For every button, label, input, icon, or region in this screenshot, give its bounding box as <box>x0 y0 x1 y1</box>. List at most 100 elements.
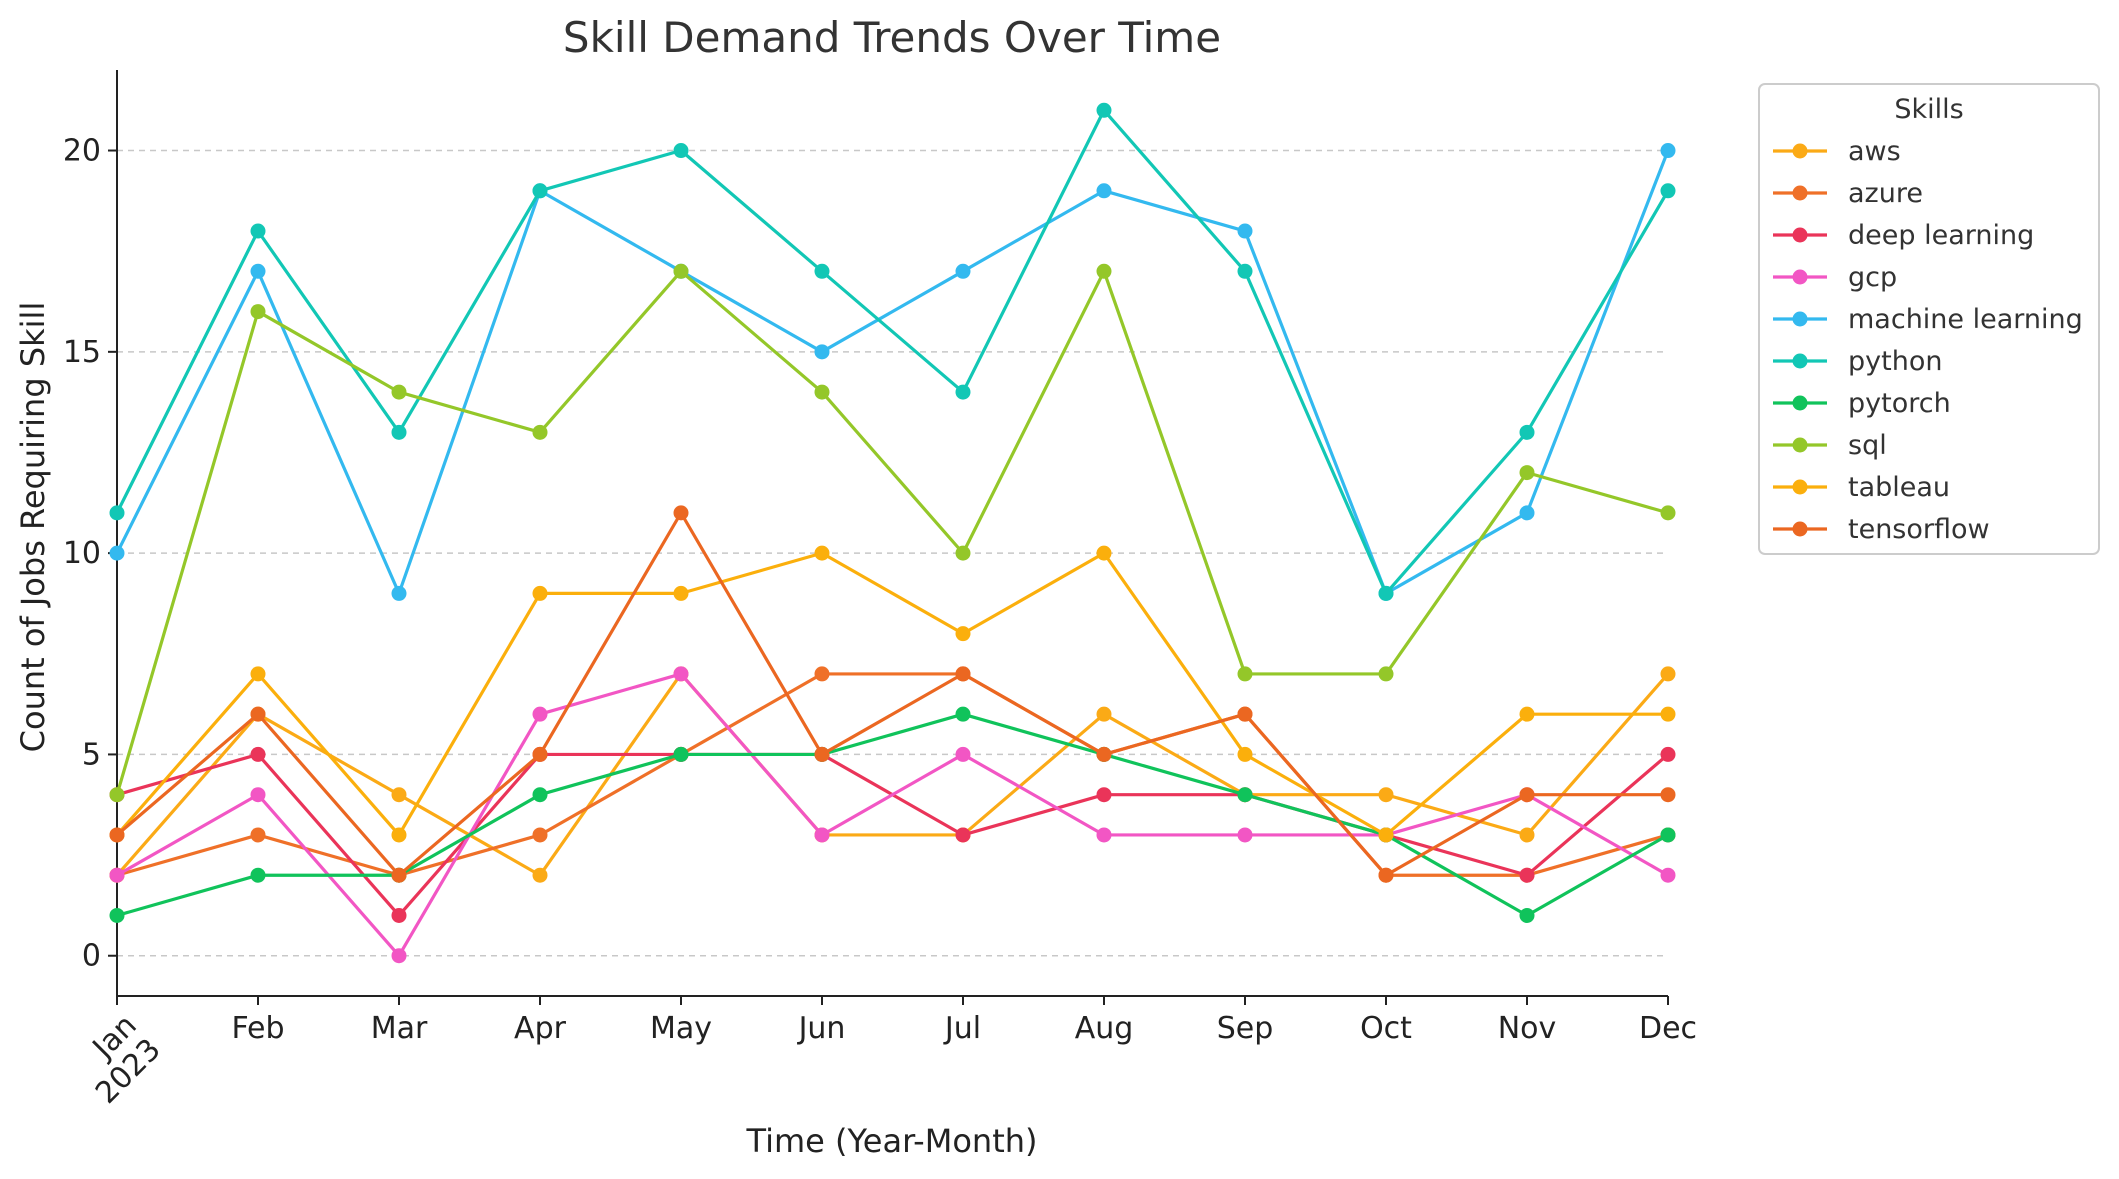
data-point-python <box>955 384 971 400</box>
data-point-sql <box>109 787 125 803</box>
data-point-tensorflow <box>1378 867 1394 883</box>
x-tick-label: Jun <box>797 1011 846 1046</box>
series-line-tableau <box>115 551 1668 837</box>
data-point-python <box>814 263 830 279</box>
data-point-tableau <box>250 666 266 682</box>
data-point-tensorflow <box>250 706 266 722</box>
data-point-tensorflow <box>391 867 407 883</box>
series-line-azure <box>116 672 1669 877</box>
data-point-machine-learning <box>109 545 125 561</box>
series-python <box>109 102 1676 601</box>
data-point-pytorch <box>1660 827 1676 843</box>
legend-label: tensorflow <box>1848 514 1990 545</box>
legend-marker-swatch <box>1792 311 1808 327</box>
legend-label: tableau <box>1848 472 1950 503</box>
x-tick-label: May <box>650 1011 712 1046</box>
data-point-deep-learning <box>1660 746 1676 762</box>
data-point-tableau <box>391 827 407 843</box>
data-point-sql <box>1378 666 1394 682</box>
series-line-sql <box>115 269 1669 796</box>
legend-label: deep learning <box>1848 220 2034 251</box>
data-point-machine-learning <box>1660 143 1676 159</box>
x-tick-label: Oct <box>1360 1011 1412 1046</box>
data-point-python <box>673 143 689 159</box>
series-line-aws <box>115 672 1670 877</box>
data-point-tableau <box>673 585 689 601</box>
data-point-gcp <box>814 827 830 843</box>
x-tick-label: Feb <box>231 1011 284 1046</box>
data-point-tensorflow <box>673 505 689 521</box>
data-point-gcp <box>1660 867 1676 883</box>
data-point-aws <box>532 867 548 883</box>
series-sql <box>109 263 1676 803</box>
legend-item-python: python <box>1773 346 1942 377</box>
data-point-sql <box>532 424 548 440</box>
legend-item-azure: azure <box>1773 178 1923 209</box>
x-axis-label: Time (Year-Month) <box>746 1122 1038 1160</box>
data-point-tensorflow <box>814 746 830 762</box>
data-point-pytorch <box>673 746 689 762</box>
y-tick-label: 0 <box>82 939 101 974</box>
data-point-azure <box>814 666 830 682</box>
data-point-tableau <box>1378 827 1394 843</box>
data-point-gcp <box>1096 827 1112 843</box>
series-lines <box>109 102 1676 964</box>
legend-marker-swatch <box>1792 269 1808 285</box>
x-tick-label: Nov <box>1498 1011 1557 1046</box>
data-point-tensorflow <box>1237 706 1253 722</box>
data-point-python <box>250 223 266 239</box>
data-point-gcp <box>673 666 689 682</box>
data-point-pytorch <box>532 787 548 803</box>
data-point-sql <box>955 545 971 561</box>
legend-marker-swatch <box>1792 437 1808 453</box>
legend-marker-swatch <box>1792 479 1808 495</box>
legend-marker-swatch <box>1792 353 1808 369</box>
data-point-pytorch <box>109 907 125 923</box>
legend-marker-swatch <box>1792 395 1808 411</box>
data-point-machine-learning <box>1519 505 1535 521</box>
legend-item-deep-learning: deep learning <box>1773 220 2034 251</box>
data-point-aws <box>391 787 407 803</box>
legend-label: azure <box>1848 178 1923 209</box>
data-point-gcp <box>955 746 971 762</box>
data-point-deep-learning <box>1519 867 1535 883</box>
data-point-azure <box>532 827 548 843</box>
data-point-tableau <box>1096 545 1112 561</box>
series-tableau <box>109 545 1676 843</box>
series-line-gcp <box>116 672 1669 958</box>
legend-label: aws <box>1848 136 1901 167</box>
data-point-sql <box>250 304 266 320</box>
data-point-deep-learning <box>955 827 971 843</box>
data-point-gcp <box>532 706 548 722</box>
legend-item-tableau: tableau <box>1773 472 1950 503</box>
x-tick-label: Dec <box>1639 1011 1697 1046</box>
data-point-machine-learning <box>391 585 407 601</box>
x-tick-label: Aug <box>1075 1011 1134 1046</box>
series-line-python <box>115 108 1670 595</box>
data-point-tensorflow <box>109 827 125 843</box>
data-point-pytorch <box>250 867 266 883</box>
data-point-sql <box>814 384 830 400</box>
data-point-tableau <box>1237 746 1253 762</box>
legend-item-aws: aws <box>1773 136 1901 167</box>
data-point-sql <box>1519 465 1535 481</box>
data-point-python <box>1660 183 1676 199</box>
data-point-python <box>1237 263 1253 279</box>
data-point-aws <box>1378 787 1394 803</box>
data-point-aws <box>1519 827 1535 843</box>
data-point-tensorflow <box>1519 787 1535 803</box>
data-point-sql <box>1660 505 1676 521</box>
y-axis-label: Count of Jobs Requiring Skill <box>14 302 52 753</box>
data-point-tensorflow <box>1660 787 1676 803</box>
data-point-python <box>532 183 548 199</box>
legend-label: machine learning <box>1848 304 2083 335</box>
data-point-machine-learning <box>1237 223 1253 239</box>
data-point-tensorflow <box>955 666 971 682</box>
legend-marker-swatch <box>1792 143 1808 159</box>
data-point-python <box>1519 424 1535 440</box>
data-point-python <box>1378 585 1394 601</box>
data-point-sql <box>673 263 689 279</box>
legend-label: gcp <box>1848 262 1897 293</box>
